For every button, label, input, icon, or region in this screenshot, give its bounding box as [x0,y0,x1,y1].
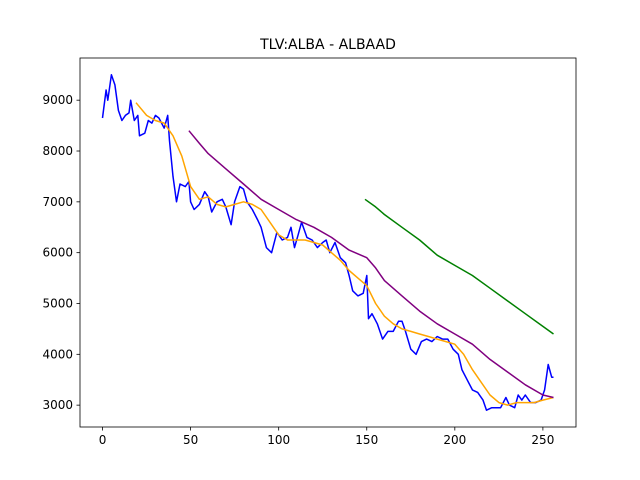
y-tick-label: 3000 [42,398,73,412]
x-tick-label: 100 [267,433,290,447]
y-tick-label: 5000 [42,296,73,310]
line-series [101,74,554,411]
y-tick-label: 7000 [42,195,73,209]
x-tick-label: 250 [531,433,554,447]
y-tick-label: 4000 [42,347,73,361]
y-tick-label: 8000 [42,144,73,158]
y-tick-label: 9000 [42,93,73,107]
chart-title: TLV:ALBA - ALBAAD [259,37,396,53]
x-tick-label: 0 [99,433,107,447]
line-series [188,130,554,399]
x-tick-label: 50 [183,433,198,447]
x-tick-label: 150 [355,433,378,447]
line-series [364,198,554,335]
plot-frame [79,57,577,428]
line-series [135,102,554,406]
x-tick-label: 200 [443,433,466,447]
y-tick-label: 6000 [42,246,73,260]
